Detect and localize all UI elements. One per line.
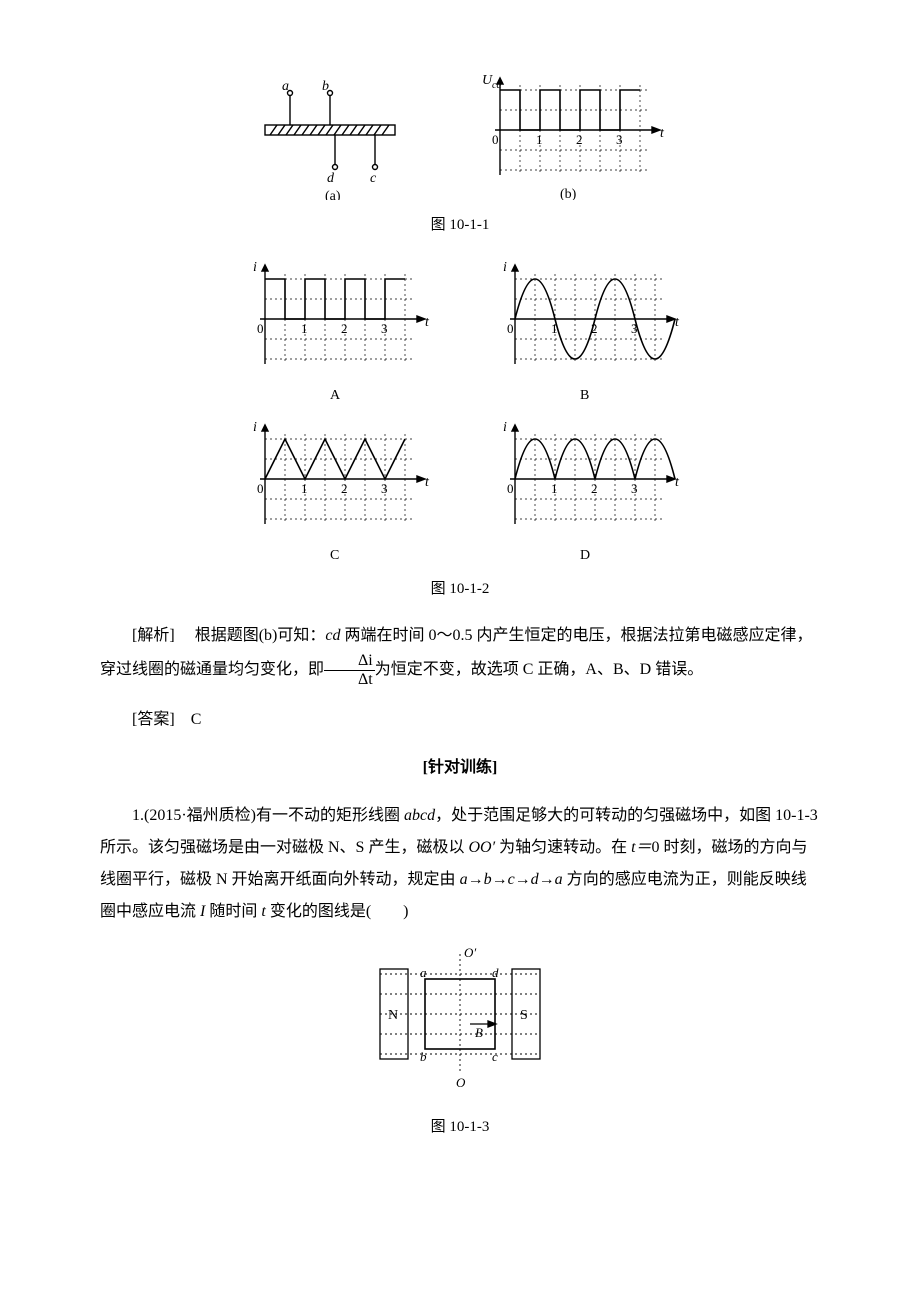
q1-t4: 为轴匀速转动。在 (495, 839, 631, 856)
label-d: d (327, 171, 335, 186)
svg-text:cd: cd (492, 80, 502, 91)
q1-path: a→b→c→d→a (460, 871, 563, 888)
svg-text:2: 2 (591, 481, 598, 496)
lbl-N: N (388, 1008, 398, 1023)
svg-text:2: 2 (341, 321, 348, 336)
label-C: C (330, 548, 339, 563)
lbl-b: b (420, 1049, 427, 1064)
lbl-B: B (475, 1025, 483, 1040)
figure-10-1-2: 0 1 2 3 t i A (100, 254, 820, 564)
svg-text:i: i (253, 420, 257, 435)
q1-source: (2015·福州质检) (144, 807, 256, 824)
label-D: D (580, 548, 590, 563)
q1-t6: 方 (563, 871, 583, 888)
svg-text:t: t (675, 315, 680, 330)
svg-text:t: t (425, 315, 430, 330)
svg-text:0: 0 (507, 321, 514, 336)
analysis-t1: 根据题图(b)可知： (195, 627, 326, 644)
frac-den: Δt (324, 671, 375, 689)
caption-10-1-3: 图 10-1-3 (100, 1112, 820, 1142)
analysis-t4: 为恒定不变，故选项 C 正确，A、B、D 错误。 (375, 661, 703, 678)
option-graph-A: 0 1 2 3 t i A (235, 254, 435, 404)
svg-text:0: 0 (507, 481, 514, 496)
svg-text:0: 0 (257, 321, 264, 336)
svg-text:2: 2 (591, 321, 598, 336)
lbl-a: a (420, 965, 427, 980)
svg-text:1: 1 (551, 481, 558, 496)
frac-num: Δi (324, 652, 375, 671)
lbl-c: c (492, 1049, 498, 1064)
label-B: B (580, 388, 589, 403)
lbl-S: S (520, 1008, 528, 1023)
svg-text:0: 0 (492, 132, 499, 147)
fraction-di-dt: ΔiΔt (324, 652, 375, 688)
question-1: 1.(2015·福州质检)有一不动的矩形线圈 abcd，处于范围足够大的可转动的… (100, 800, 820, 928)
svg-text:0: 0 (257, 481, 264, 496)
svg-text:3: 3 (381, 481, 388, 496)
svg-text:i: i (503, 420, 507, 435)
fig-10-1-1-b: 0 1 2 3 t U cd (b) (470, 70, 670, 200)
q1-t8: 随时间 (205, 903, 261, 920)
svg-text:1: 1 (301, 481, 308, 496)
label-a: a (282, 79, 289, 94)
analysis-t2: 两端在时间 0～0.5 内产生恒定的电压，根据法拉第电磁感 (340, 627, 748, 644)
answer-line: [答案] C (100, 704, 820, 736)
option-graph-C: 0 1 2 3 t i C (235, 414, 435, 564)
figure-10-1-3: a d b c N S B O′ O (100, 944, 820, 1106)
x-label-t: t (660, 126, 665, 141)
svg-text:3: 3 (616, 132, 623, 147)
q1-t9: 变化的图线是( ) (266, 903, 409, 920)
q1-t1: 有一不动的矩形线圈 (256, 807, 404, 824)
label-c: c (370, 171, 377, 186)
answer-value: C (191, 711, 202, 728)
q1-number: 1. (132, 807, 144, 824)
q1-oo: OO′ (468, 839, 495, 856)
svg-text:1: 1 (301, 321, 308, 336)
option-graph-D: 0 1 2 3 t i D (485, 414, 685, 564)
svg-text:i: i (253, 260, 257, 275)
caption-10-1-2: 图 10-1-2 (100, 574, 820, 604)
svg-text:1: 1 (536, 132, 543, 147)
svg-text:2: 2 (576, 132, 583, 147)
svg-text:3: 3 (631, 321, 638, 336)
q1-t2: ，处于范围足够大的可转动的匀强磁场中， (435, 807, 739, 824)
q1-teq: t＝ (631, 839, 651, 856)
q1-abcd: abcd (404, 807, 435, 824)
caption-10-1-1: 图 10-1-1 (100, 210, 820, 240)
sublabel-a: (a) (325, 189, 341, 200)
lbl-O: O (456, 1075, 466, 1090)
lbl-Op: O′ (464, 945, 476, 960)
answer-label: [答案] (132, 711, 175, 728)
figure-10-1-1: a b d c (a) (100, 70, 820, 200)
svg-text:i: i (503, 260, 507, 275)
analysis-paragraph: [解析] 根据题图(b)可知：cd 两端在时间 0～0.5 内产生恒定的电压，根… (100, 620, 820, 688)
svg-text:2: 2 (341, 481, 348, 496)
sublabel-b: (b) (560, 187, 577, 200)
svg-text:1: 1 (551, 321, 558, 336)
practice-header: [针对训练] (100, 752, 820, 784)
lbl-d: d (492, 965, 499, 980)
label-A: A (330, 388, 341, 403)
analysis-cd: cd (325, 627, 340, 644)
svg-text:3: 3 (631, 481, 638, 496)
svg-text:t: t (425, 475, 430, 490)
fig-10-1-1-a: a b d c (a) (250, 70, 420, 200)
option-graph-B: 0 1 2 3 t i B (485, 254, 685, 404)
label-b: b (322, 79, 329, 94)
analysis-label: [解析] (132, 627, 175, 644)
svg-text:t: t (675, 475, 680, 490)
svg-text:3: 3 (381, 321, 388, 336)
